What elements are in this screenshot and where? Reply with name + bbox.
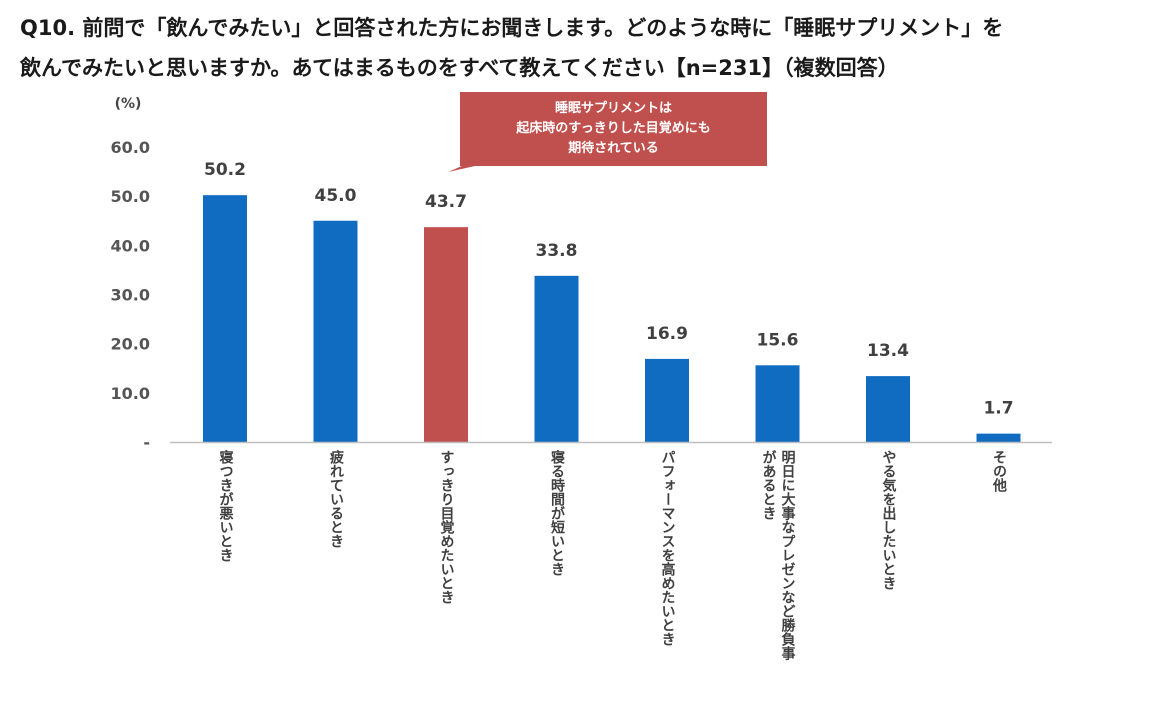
annotation-callout-text: 睡眠サプリメントは 起床時のすっきりした目覚めにも 期待されている [460, 92, 767, 166]
chart-title: Q10. 前問で「飲んでみたい」と回答された方にお聞きします。どのような時に「睡… [20, 8, 1160, 88]
data-label: 13.4 [867, 341, 909, 361]
x-tick-label: 疲れているとき [326, 450, 345, 548]
annotation-line-1: 睡眠サプリメントは [554, 101, 672, 116]
x-tick-label-line: があるとき [760, 450, 777, 520]
bar [755, 365, 800, 442]
data-label: 15.6 [757, 330, 799, 350]
y-tick-label: 10.0 [111, 384, 150, 403]
bar [424, 227, 468, 442]
data-label: 43.7 [425, 192, 467, 212]
bar [976, 433, 1021, 442]
x-tick-label: その他 [989, 450, 1008, 492]
x-tick-label-line: 明日に大事なプレゼンなど勝負事 [779, 450, 796, 660]
data-label: 33.8 [536, 241, 578, 261]
bar [645, 358, 689, 442]
annotation-line-3: 期待されている [568, 141, 659, 156]
chart-title-line-1: Q10. 前問で「飲んでみたい」と回答された方にお聞きします。どのような時に「睡… [20, 16, 1004, 40]
x-tick-label: 明日に大事なプレゼンなど勝負事 があるとき [759, 450, 797, 660]
data-label: 45.0 [315, 186, 357, 206]
bar [534, 275, 579, 442]
y-tick-label: 50.0 [111, 187, 150, 206]
bar [866, 376, 910, 442]
data-label: 16.9 [646, 324, 688, 344]
x-tick-label: すっきり目覚めたいとき [437, 450, 456, 604]
data-label: 1.7 [983, 399, 1013, 419]
bar [203, 195, 247, 442]
bar [313, 220, 358, 442]
data-label: 50.2 [204, 160, 246, 180]
x-tick-label-line: 疲れているとき [328, 450, 344, 548]
y-tick-label: 20.0 [111, 335, 150, 354]
y-tick-label: 30.0 [111, 286, 150, 305]
annotation-callout [448, 92, 767, 172]
y-tick-label: - [143, 433, 150, 452]
x-tick-label: やる気を出したいとき [879, 450, 898, 590]
chart-title-line-2: 飲んでみたいと思いますか。あてはまるものをすべて教えてください【n=231】（複… [20, 56, 899, 80]
x-tick-label: 寝る時間が短いとき [547, 450, 566, 576]
x-tick-label: 寝つきが悪いとき [216, 450, 235, 562]
annotation-line-2: 起床時のすっきりした目覚めにも [516, 121, 711, 136]
x-tick-label-line: すっきり目覚めたいとき [438, 450, 455, 604]
x-tick-label-line: その他 [991, 450, 1007, 492]
x-tick-label: パフォーマンスを高めたいとき [658, 450, 677, 646]
x-tick-label-line: パフォーマンスを高めたいとき [659, 450, 676, 646]
y-tick-label: 40.0 [111, 236, 150, 255]
x-tick-label-line: やる気を出したいとき [880, 450, 897, 590]
x-tick-label-line: 寝つきが悪いとき [217, 450, 234, 562]
y-axis-unit: (%) [115, 96, 142, 112]
y-tick-label: 60.0 [111, 138, 150, 157]
x-tick-label-line: 寝る時間が短いとき [549, 450, 565, 576]
